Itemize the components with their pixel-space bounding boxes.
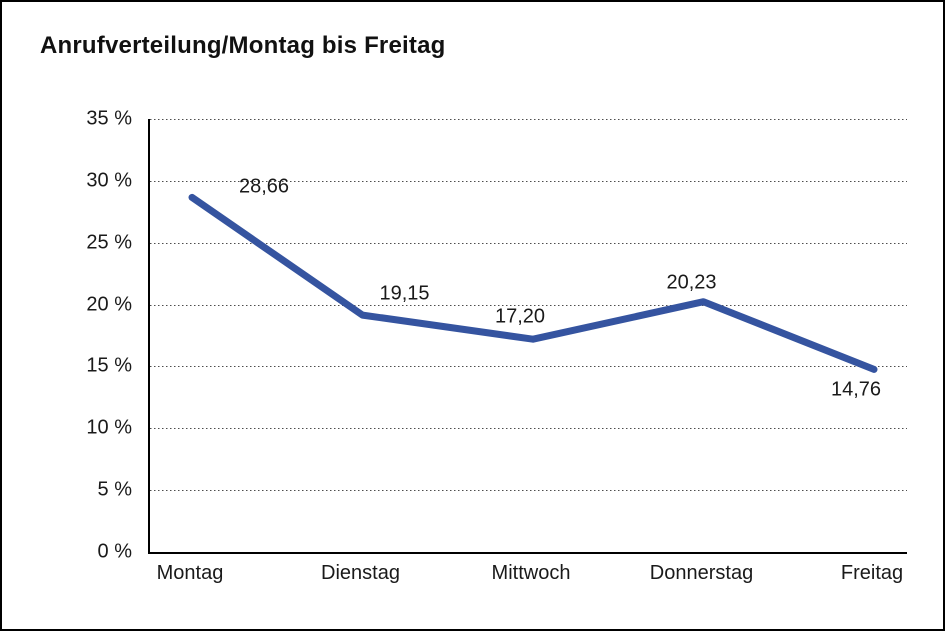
x-tick-label-mittwoch: Mittwoch [491, 562, 571, 584]
line-path [188, 193, 878, 373]
y-tick-label-35: 35 % [86, 107, 132, 130]
y-tick-label-25: 25 % [86, 231, 132, 254]
y-axis-labels: 0 % 5 % 10 % 15 % 20 % 25 % 30 % 35 % [2, 108, 132, 563]
chart-title: Anrufverteilung/Montag bis Freitag [40, 32, 446, 59]
data-label-dienstag: 19,15 [379, 282, 430, 305]
x-tick-label-montag: Montag [156, 562, 224, 584]
data-label-donnerstag: 20,23 [666, 271, 717, 294]
y-tick-label-0: 0 % [97, 540, 132, 563]
y-tick-label-5: 5 % [97, 478, 132, 501]
gridline-30 [150, 180, 907, 182]
line-series-anrufverteilung [188, 193, 878, 373]
gridline-15 [150, 366, 907, 368]
data-label-mittwoch: 17,20 [494, 305, 546, 328]
gridline-5 [150, 490, 907, 492]
y-tick-label-30: 30 % [86, 169, 132, 192]
y-tick-label-15: 15 % [86, 354, 132, 377]
data-label-freitag: 14,76 [830, 378, 882, 401]
gridline-20 [150, 304, 907, 306]
data-label-montag: 28,66 [238, 175, 290, 198]
x-tick-label-freitag: Freitag [840, 562, 904, 584]
x-axis-labels: Montag Dienstag Mittwoch Donnerstag Freitag [148, 562, 905, 592]
y-tick-label-20: 20 % [86, 293, 132, 316]
gridline-25 [150, 242, 907, 244]
y-tick-label-10: 10 % [86, 416, 132, 439]
x-tick-label-dienstag: Dienstag [321, 562, 400, 584]
gridline-35 [150, 119, 907, 120]
x-tick-label-donnerstag: Donnerstag [649, 562, 754, 584]
gridline-10 [150, 428, 907, 430]
plot-area: 28,66 19,15 17,20 20,23 14,76 [148, 119, 907, 554]
